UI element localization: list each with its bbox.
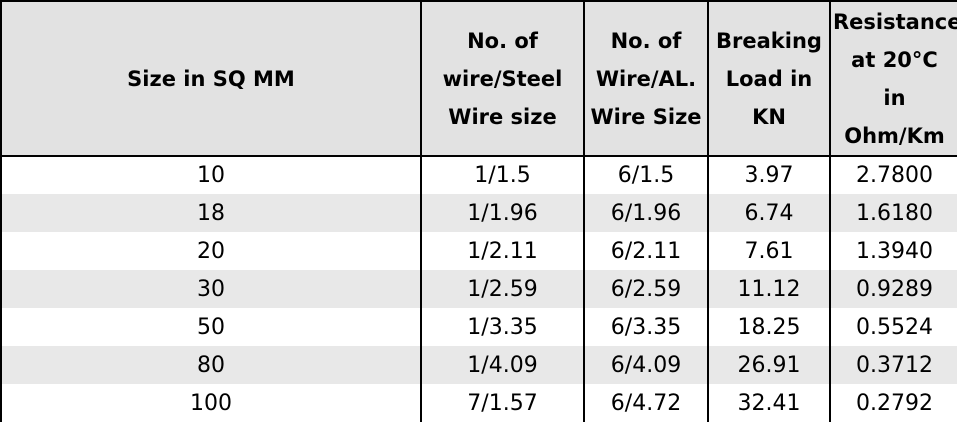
header-steel-wire-line-1: No. of <box>467 28 538 53</box>
header-breaking-load-line-2: Load in <box>725 66 813 91</box>
cell-al-wire: 6/1.5 <box>583 156 708 194</box>
cell-resistance: 1.6180 <box>829 194 957 232</box>
header-size-line-1: Size in SQ MM <box>127 66 295 91</box>
cell-steel-wire: 1/2.59 <box>420 270 584 308</box>
header-al-wire: No. of Wire/AL. Wire Size <box>583 0 708 157</box>
header-resistance: Resistance at 20°C in Ohm/Km <box>829 0 957 157</box>
cell-steel-wire: 1/1.5 <box>420 156 584 194</box>
header-al-wire-line-1: No. of <box>610 28 682 53</box>
cell-size: 20 <box>0 232 421 270</box>
cell-breaking-load: 6.74 <box>707 194 830 232</box>
cell-al-wire: 6/4.09 <box>583 346 708 384</box>
header-resistance-line-4: Ohm/Km <box>844 123 945 148</box>
header-resistance-line-2: at 20°C <box>851 47 938 72</box>
cell-al-wire: 6/2.59 <box>583 270 708 308</box>
header-resistance-line-3: in <box>883 85 906 110</box>
table-row: 30 1/2.59 6/2.59 11.12 0.9289 <box>0 270 957 308</box>
cell-size: 10 <box>0 156 421 194</box>
header-row: Size in SQ MM No. of wire/Steel Wire siz… <box>0 0 957 157</box>
cell-breaking-load: 18.25 <box>707 308 830 346</box>
header-steel-wire: No. of wire/Steel Wire size <box>420 0 584 157</box>
header-steel-wire-line-3: Wire size <box>448 104 557 129</box>
cell-steel-wire: 1/1.96 <box>420 194 584 232</box>
table-row: 10 1/1.5 6/1.5 3.97 2.7800 <box>0 156 957 194</box>
table-row: 80 1/4.09 6/4.09 26.91 0.3712 <box>0 346 957 384</box>
header-steel-wire-line-2: wire/Steel <box>442 66 563 91</box>
cell-steel-wire: 1/2.11 <box>420 232 584 270</box>
cell-breaking-load: 3.97 <box>707 156 830 194</box>
cell-breaking-load: 26.91 <box>707 346 830 384</box>
cell-size: 100 <box>0 384 421 422</box>
cell-size: 30 <box>0 270 421 308</box>
header-breaking-load-line-1: Breaking <box>716 28 822 53</box>
cell-steel-wire: 1/4.09 <box>420 346 584 384</box>
cell-resistance: 0.2792 <box>829 384 957 422</box>
header-al-wire-line-3: Wire Size <box>590 104 702 129</box>
cell-size: 50 <box>0 308 421 346</box>
cell-size: 80 <box>0 346 421 384</box>
cell-al-wire: 6/3.35 <box>583 308 708 346</box>
cell-al-wire: 6/1.96 <box>583 194 708 232</box>
cell-steel-wire: 1/3.35 <box>420 308 584 346</box>
header-size: Size in SQ MM <box>0 0 421 157</box>
cell-size: 18 <box>0 194 421 232</box>
table-row: 20 1/2.11 6/2.11 7.61 1.3940 <box>0 232 957 270</box>
table-row: 50 1/3.35 6/3.35 18.25 0.5524 <box>0 308 957 346</box>
cell-al-wire: 6/2.11 <box>583 232 708 270</box>
header-al-wire-line-2: Wire/AL. <box>595 66 697 91</box>
header-breaking-load: Breaking Load in KN <box>707 0 830 157</box>
cell-steel-wire: 7/1.57 <box>420 384 584 422</box>
header-breaking-load-line-3: KN <box>752 104 786 129</box>
cell-resistance: 0.9289 <box>829 270 957 308</box>
cell-resistance: 0.5524 <box>829 308 957 346</box>
cell-breaking-load: 11.12 <box>707 270 830 308</box>
cell-resistance: 0.3712 <box>829 346 957 384</box>
cell-breaking-load: 32.41 <box>707 384 830 422</box>
cell-resistance: 2.7800 <box>829 156 957 194</box>
table-row: 100 7/1.57 6/4.72 32.41 0.2792 <box>0 384 957 422</box>
cell-al-wire: 6/4.72 <box>583 384 708 422</box>
cell-breaking-load: 7.61 <box>707 232 830 270</box>
cell-resistance: 1.3940 <box>829 232 957 270</box>
table-row: 18 1/1.96 6/1.96 6.74 1.6180 <box>0 194 957 232</box>
header-resistance-line-1: Resistance <box>833 9 957 34</box>
